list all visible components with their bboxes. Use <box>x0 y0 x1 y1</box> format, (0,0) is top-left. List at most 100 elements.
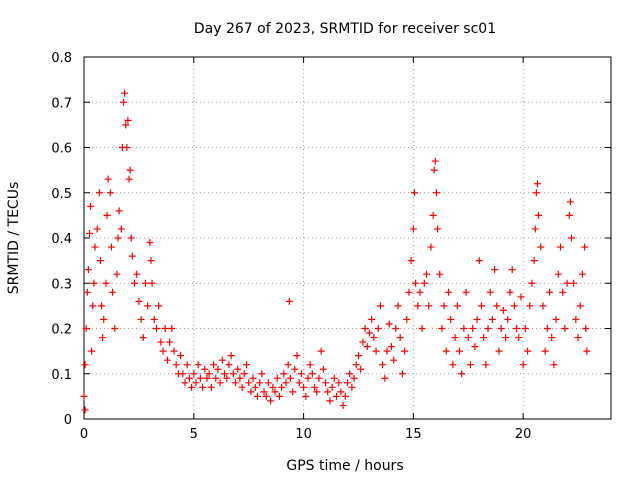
data-point <box>484 325 492 332</box>
y-tick-label: 0.6 <box>51 142 72 157</box>
data-point <box>114 234 122 242</box>
data-point <box>166 338 174 346</box>
data-point <box>111 325 119 332</box>
data-point <box>394 302 402 310</box>
data-point <box>348 383 356 391</box>
data-point <box>339 401 347 409</box>
data-point <box>262 392 270 400</box>
data-point <box>403 315 411 323</box>
data-point <box>502 334 510 342</box>
data-point <box>271 388 279 396</box>
data-point <box>533 180 541 188</box>
axis-ticks: 0 5 10 15 20 0 0.1 0.2 0.3 0.4 0.5 0.6 0.7 0.8 <box>51 51 611 442</box>
data-point <box>253 392 261 400</box>
y-tick-label: 0.5 <box>51 187 72 202</box>
y-tick-label: 0.8 <box>51 51 72 66</box>
data-point <box>126 166 134 174</box>
data-point <box>238 383 246 391</box>
data-point <box>559 288 567 296</box>
data-point <box>381 374 389 382</box>
data-point <box>462 288 470 296</box>
x-tick-label: 0 <box>80 427 88 442</box>
x-tick-label: 20 <box>515 427 532 442</box>
data-point <box>280 370 288 378</box>
data-point <box>398 370 406 378</box>
data-point <box>466 361 474 369</box>
data-point <box>515 334 523 342</box>
y-tick-label: 0.2 <box>51 323 72 338</box>
data-point <box>90 279 98 287</box>
data-point <box>185 374 193 382</box>
data-point <box>122 121 130 129</box>
data-point <box>260 388 268 396</box>
y-tick-label: 0.1 <box>51 368 72 383</box>
data-point <box>115 207 123 215</box>
data-point <box>282 379 290 387</box>
x-tick-label: 15 <box>405 427 422 442</box>
data-point <box>109 288 117 296</box>
data-point <box>574 334 582 342</box>
data-point <box>368 315 376 323</box>
data-point <box>147 257 155 265</box>
data-point <box>322 379 330 387</box>
data-point <box>354 352 362 360</box>
data-point <box>181 379 189 387</box>
data-point <box>374 325 382 332</box>
data-point <box>335 379 343 387</box>
data-point <box>423 270 431 278</box>
data-point <box>376 302 384 310</box>
data-point <box>273 374 281 382</box>
data-point <box>100 315 108 323</box>
data-point <box>113 270 121 278</box>
data-point <box>221 370 229 378</box>
data-point <box>229 370 237 378</box>
data-point <box>554 270 562 278</box>
data-point <box>96 257 104 265</box>
data-point <box>196 374 204 382</box>
data-point <box>157 338 165 346</box>
data-point <box>440 302 448 310</box>
data-point <box>346 370 354 378</box>
data-point <box>528 279 536 287</box>
data-point <box>357 365 365 373</box>
data-point <box>256 379 264 387</box>
data-point <box>183 361 191 369</box>
data-point <box>432 189 440 197</box>
data-point <box>563 279 571 287</box>
data-point <box>567 234 575 242</box>
data-point <box>385 320 393 328</box>
data-point <box>232 379 240 387</box>
data-point <box>297 370 305 378</box>
data-point <box>148 279 156 287</box>
data-point <box>531 225 539 233</box>
data-point <box>506 288 514 296</box>
data-point <box>565 211 573 219</box>
data-point <box>434 225 442 233</box>
data-point <box>137 315 145 323</box>
data-point <box>168 325 176 332</box>
data-point <box>471 343 479 351</box>
data-point <box>475 257 483 265</box>
data-point <box>537 243 545 251</box>
data-point <box>370 334 378 342</box>
data-point <box>469 325 477 332</box>
data-point <box>412 279 420 287</box>
data-point <box>85 229 93 237</box>
data-point <box>177 352 185 360</box>
data-point <box>405 288 413 296</box>
data-point <box>269 383 277 391</box>
data-point <box>425 302 433 310</box>
data-point <box>205 370 213 378</box>
data-point <box>315 374 323 382</box>
data-point <box>275 392 283 400</box>
data-point <box>352 361 360 369</box>
data-point <box>363 343 371 351</box>
data-point <box>572 315 580 323</box>
data-point <box>552 315 560 323</box>
data-point <box>267 397 275 405</box>
data-point <box>125 175 133 183</box>
data-point <box>416 288 424 296</box>
y-tick-label: 0.7 <box>51 96 72 111</box>
data-point <box>236 374 244 382</box>
